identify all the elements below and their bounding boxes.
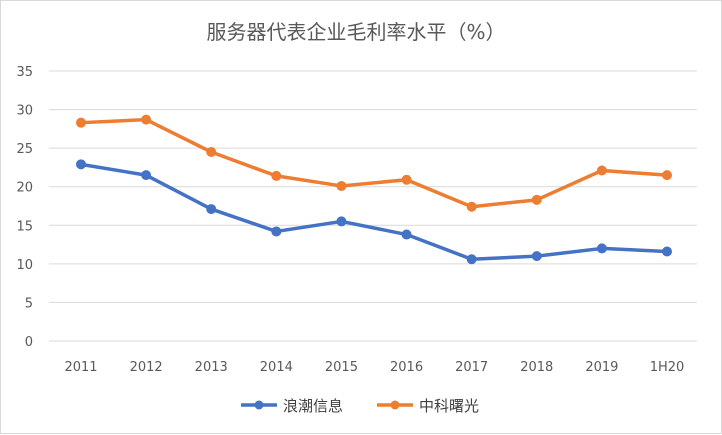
data-point: [662, 246, 672, 257]
x-tick-label: 1H20: [650, 360, 685, 375]
data-point: [596, 165, 607, 176]
data-point: [336, 216, 347, 227]
legend-item: 浪潮信息: [241, 397, 343, 415]
data-point: [271, 226, 282, 237]
legend-label: 浪潮信息: [283, 397, 343, 415]
data-point: [76, 159, 86, 170]
x-axis-ticks: 2011 2012 2013 2014 2015 2016 2017 2018 2019 1H20: [64, 360, 684, 375]
y-tick-label: 30: [16, 104, 33, 119]
data-point: [141, 170, 152, 181]
y-tick-label: 10: [16, 258, 33, 273]
x-tick-label: 2013: [195, 360, 228, 375]
data-point: [466, 254, 477, 265]
y-tick-label: 15: [16, 219, 33, 234]
series-layer: [76, 114, 672, 265]
x-tick-label: 2018: [520, 360, 553, 375]
x-tick-label: 2011: [64, 360, 97, 375]
x-tick-label: 2019: [585, 360, 618, 375]
data-point: [466, 201, 477, 212]
data-point: [531, 194, 542, 205]
x-tick-label: 2017: [455, 360, 488, 375]
data-point: [271, 170, 282, 181]
x-tick-label: 2014: [260, 360, 293, 375]
series-1: [76, 159, 672, 265]
legend-marker-swatch: [254, 400, 264, 410]
data-point: [206, 147, 217, 157]
data-point: [76, 117, 86, 128]
y-tick-label: 5: [25, 296, 33, 311]
data-point: [596, 243, 607, 254]
legend-marker-swatch: [390, 400, 400, 410]
data-point: [206, 204, 217, 215]
y-tick-label: 0: [25, 335, 33, 350]
x-tick-label: 2015: [325, 360, 358, 375]
gridlines: [49, 70, 697, 342]
legend-item: 中科曙光: [377, 397, 479, 415]
data-point: [401, 229, 412, 240]
legend: 浪潮信息 中科曙光: [241, 397, 479, 415]
y-tick-label: 35: [16, 65, 33, 80]
y-tick-label: 25: [16, 142, 33, 157]
chart-title: 服务器代表企业毛利率水平（%）: [206, 20, 505, 44]
data-point: [141, 114, 152, 125]
y-axis-ticks: 0 5 10 15 20 25 30 35: [16, 65, 33, 350]
series-line: [79, 117, 669, 209]
x-tick-label: 2012: [130, 360, 163, 375]
data-point: [401, 174, 412, 185]
legend-label: 中科曙光: [419, 397, 479, 415]
data-point: [336, 180, 347, 191]
x-tick-label: 2016: [390, 360, 423, 375]
series-2: [76, 114, 672, 212]
series-line: [79, 162, 669, 261]
y-tick-label: 20: [16, 181, 33, 196]
data-point: [662, 170, 672, 181]
data-point: [531, 251, 542, 262]
